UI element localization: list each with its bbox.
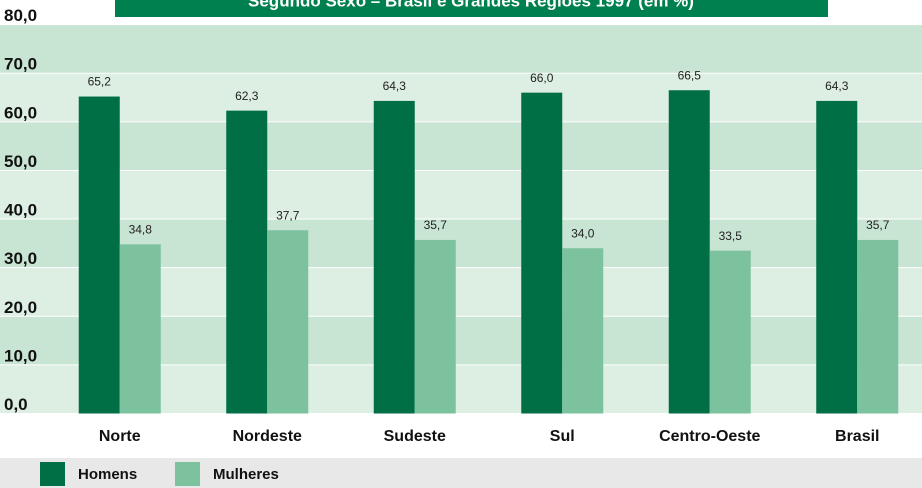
y-tick-label: 20,0 xyxy=(4,298,37,317)
data-label: 66,5 xyxy=(678,68,702,82)
data-label: 64,3 xyxy=(383,79,407,93)
x-tick-label: Sul xyxy=(550,428,575,445)
title-banner xyxy=(115,0,828,17)
y-tick-label: 40,0 xyxy=(4,201,37,220)
grid-band xyxy=(0,73,922,122)
bar xyxy=(668,90,710,414)
bar xyxy=(709,250,751,414)
data-label: 37,7 xyxy=(276,208,300,222)
legend-swatch xyxy=(175,462,200,486)
data-label: 34,0 xyxy=(571,226,595,240)
data-label: 33,5 xyxy=(719,229,743,243)
data-label: 62,3 xyxy=(235,89,259,103)
x-tick-label: Sudeste xyxy=(384,428,446,445)
legend-swatch xyxy=(40,462,65,486)
bar xyxy=(78,96,120,414)
bar xyxy=(816,100,858,414)
grid-band xyxy=(0,24,922,74)
legend-label: Homens xyxy=(78,466,137,483)
bar xyxy=(373,100,415,414)
data-label: 35,7 xyxy=(866,218,890,232)
y-tick-label: 10,0 xyxy=(4,346,37,365)
bar xyxy=(521,92,563,414)
data-label: 34,8 xyxy=(129,223,153,237)
bar xyxy=(226,110,268,414)
grid-band xyxy=(0,121,922,171)
y-tick-label: 0,0 xyxy=(4,395,28,414)
x-tick-label: Brasil xyxy=(835,428,879,445)
x-tick-label: Nordeste xyxy=(233,428,302,445)
bar xyxy=(562,248,604,414)
bar xyxy=(857,239,899,414)
x-tick-label: Norte xyxy=(99,428,141,445)
data-label: 64,3 xyxy=(825,79,849,93)
legend-background xyxy=(0,458,922,488)
bar xyxy=(267,230,309,414)
legend-label: Mulheres xyxy=(213,466,279,483)
y-tick-label: 60,0 xyxy=(4,103,37,122)
y-tick-label: 50,0 xyxy=(4,152,37,171)
x-tick-label: Centro-Oeste xyxy=(659,428,760,445)
data-label: 35,7 xyxy=(424,218,448,232)
y-tick-label: 30,0 xyxy=(4,249,37,268)
data-label: 66,0 xyxy=(530,71,554,85)
bar xyxy=(414,239,456,414)
data-label: 65,2 xyxy=(88,75,112,89)
grid-band xyxy=(0,170,922,220)
y-tick-label: 80,0 xyxy=(4,6,37,25)
y-tick-label: 70,0 xyxy=(4,55,37,74)
chart-title: Segundo Sexo – Brasil e Grandes Regiões … xyxy=(248,0,694,10)
bar xyxy=(119,244,161,414)
